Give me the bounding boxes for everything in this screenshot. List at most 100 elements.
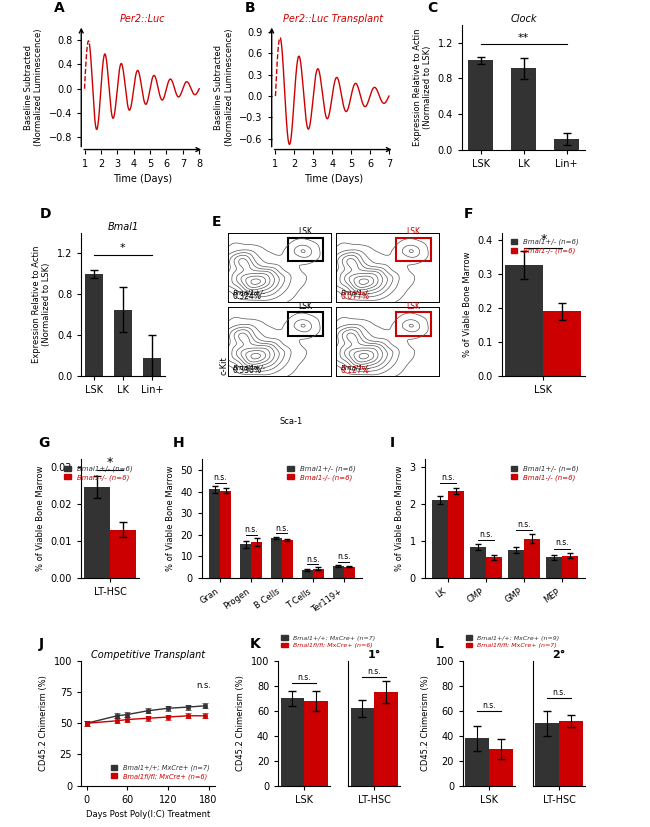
Bar xyxy=(562,556,578,578)
Legend: Bmal1+/+; MxCre+ (n=7), Bmal1fl/fl; MxCre+ (n=6): Bmal1+/+; MxCre+ (n=7), Bmal1fl/fl; MxCr… xyxy=(279,633,377,651)
Text: Bmal1+/-: Bmal1+/- xyxy=(233,365,266,370)
Bar xyxy=(465,739,489,786)
Bar xyxy=(350,708,374,786)
Text: F: F xyxy=(464,208,474,222)
Legend: Bmal1+/- (n=6), Bmal1-/- (n=6): Bmal1+/- (n=6), Bmal1-/- (n=6) xyxy=(285,463,358,483)
Bar xyxy=(110,529,136,578)
Text: n.s.: n.s. xyxy=(306,555,320,563)
Bar xyxy=(374,692,398,786)
Text: n.s.: n.s. xyxy=(479,529,493,538)
Text: n.s.: n.s. xyxy=(298,673,311,682)
Y-axis label: Baseline Subtracted
(Normalized Luminescence): Baseline Subtracted (Normalized Luminesc… xyxy=(214,28,234,146)
Bar xyxy=(251,543,262,578)
Bar xyxy=(282,540,293,578)
Text: n.s.: n.s. xyxy=(337,552,350,561)
Title: Clock: Clock xyxy=(510,14,537,24)
Bar xyxy=(396,238,431,261)
Text: I: I xyxy=(390,437,395,451)
Text: J: J xyxy=(38,638,44,652)
Bar xyxy=(313,569,324,578)
Text: B: B xyxy=(244,2,255,16)
Text: n.s.: n.s. xyxy=(244,525,258,534)
Title: Bmal1: Bmal1 xyxy=(107,222,138,232)
Bar xyxy=(304,700,328,786)
Text: *: * xyxy=(107,456,113,469)
Bar xyxy=(468,60,493,150)
Y-axis label: Baseline Subtracted
(Normalized Luminescence): Baseline Subtracted (Normalized Luminesc… xyxy=(24,28,44,146)
Legend: Bmal1+/- (n=6), Bmal1-/- (n=6): Bmal1+/- (n=6), Bmal1-/- (n=6) xyxy=(508,463,582,483)
Legend: Bmal1+/+; MxCre+ (n=7), Bmal1fl/fl; MxCre+ (n=6): Bmal1+/+; MxCre+ (n=7), Bmal1fl/fl; MxCr… xyxy=(108,762,212,782)
Text: n.s.: n.s. xyxy=(482,700,496,710)
Bar xyxy=(506,265,543,376)
Text: Bmal1+/-: Bmal1+/- xyxy=(233,290,266,296)
Text: G: G xyxy=(38,437,49,451)
Bar xyxy=(546,557,562,578)
Text: LSK: LSK xyxy=(406,227,421,237)
Text: L: L xyxy=(435,638,443,652)
X-axis label: Time (Days): Time (Days) xyxy=(113,174,172,184)
Bar xyxy=(489,749,513,786)
Text: 0.324%: 0.324% xyxy=(233,292,261,301)
Text: LSK: LSK xyxy=(406,302,421,311)
Text: H: H xyxy=(173,437,185,451)
Legend: Bmal1+/- (n=6), Bmal1-/- (n=6): Bmal1+/- (n=6), Bmal1-/- (n=6) xyxy=(508,237,582,257)
Bar xyxy=(559,721,582,786)
Text: D: D xyxy=(40,208,51,222)
Text: 0.077%: 0.077% xyxy=(341,292,370,301)
Y-axis label: % of Viable Bone Marrow: % of Viable Bone Marrow xyxy=(36,466,45,571)
Bar xyxy=(220,490,231,578)
Bar xyxy=(240,544,251,578)
Legend: Bmal1+/+; MxCre+ (n=9), Bmal1fl/fl; MxCre+ (n=7): Bmal1+/+; MxCre+ (n=9), Bmal1fl/fl; MxCr… xyxy=(463,633,562,651)
Bar xyxy=(271,538,282,578)
Title: 1°: 1° xyxy=(367,650,381,660)
Bar xyxy=(486,557,502,578)
Title: Competitive Transplant: Competitive Transplant xyxy=(91,650,205,660)
Bar xyxy=(508,550,524,578)
Text: Bmal1-/-: Bmal1-/- xyxy=(341,290,370,296)
Text: 0.330%: 0.330% xyxy=(233,366,262,375)
X-axis label: Time (Days): Time (Days) xyxy=(304,174,363,184)
Bar xyxy=(511,69,536,150)
Bar xyxy=(344,566,355,578)
X-axis label: Days Post Poly(I:C) Treatment: Days Post Poly(I:C) Treatment xyxy=(86,810,211,820)
Y-axis label: CD45.2 Chimerism (%): CD45.2 Chimerism (%) xyxy=(421,676,430,772)
Y-axis label: CD45.2 Chimerism (%): CD45.2 Chimerism (%) xyxy=(39,676,48,772)
Bar xyxy=(524,539,539,578)
Text: 0.127%: 0.127% xyxy=(341,366,370,375)
Text: LSK: LSK xyxy=(298,227,312,237)
Text: n.s.: n.s. xyxy=(517,519,531,528)
Title: Per2::Luc: Per2::Luc xyxy=(120,14,166,24)
Bar xyxy=(396,313,431,336)
Bar xyxy=(543,311,581,376)
Y-axis label: CD45.2 Chimerism (%): CD45.2 Chimerism (%) xyxy=(237,676,245,772)
Bar xyxy=(470,547,486,578)
Text: n.s.: n.s. xyxy=(367,667,381,676)
Text: n.s.: n.s. xyxy=(275,523,289,533)
Bar xyxy=(302,571,313,578)
Y-axis label: % of Viable Bone Marrow: % of Viable Bone Marrow xyxy=(166,466,175,571)
Bar xyxy=(432,500,448,578)
Bar xyxy=(114,309,132,376)
Text: Sca-1: Sca-1 xyxy=(280,418,303,426)
Text: n.s.: n.s. xyxy=(555,538,569,547)
Bar xyxy=(333,566,344,578)
Text: n.s.: n.s. xyxy=(552,688,566,697)
Y-axis label: % of Viable Bone Marrow: % of Viable Bone Marrow xyxy=(395,466,404,571)
Bar xyxy=(448,490,464,578)
Text: C: C xyxy=(428,2,438,16)
Text: n.s.: n.s. xyxy=(441,473,455,482)
Y-axis label: Expression Relative to Actin
(Normalized to LSK): Expression Relative to Actin (Normalized… xyxy=(413,28,432,146)
Text: **: ** xyxy=(518,32,529,43)
Bar xyxy=(143,358,161,376)
Text: Bmal1-/-: Bmal1-/- xyxy=(341,365,370,370)
Text: n.s.: n.s. xyxy=(213,473,227,482)
Bar xyxy=(554,139,579,150)
Bar xyxy=(288,313,322,336)
Bar xyxy=(536,724,559,786)
Title: 2°: 2° xyxy=(552,650,566,660)
Text: c-Kit: c-Kit xyxy=(220,356,229,375)
Text: A: A xyxy=(54,2,65,16)
Text: n.s.: n.s. xyxy=(196,681,211,691)
Text: K: K xyxy=(250,638,261,652)
Bar xyxy=(288,238,322,261)
